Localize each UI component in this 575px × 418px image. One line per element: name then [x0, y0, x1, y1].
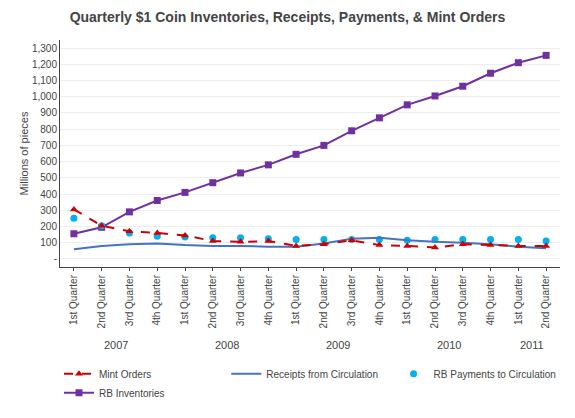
- svg-text:3rd Quarter: 3rd Quarter: [235, 274, 246, 326]
- svg-text:2010: 2010: [437, 339, 461, 351]
- svg-text:2nd Quarter: 2nd Quarter: [318, 274, 329, 328]
- svg-text:300: 300: [40, 205, 57, 216]
- svg-text:800: 800: [40, 124, 57, 135]
- svg-text:1,000: 1,000: [32, 91, 57, 102]
- svg-text:3rd Quarter: 3rd Quarter: [346, 274, 357, 326]
- svg-text:-: -: [54, 253, 57, 264]
- svg-text:100: 100: [40, 237, 57, 248]
- svg-text:RB Inventories: RB Inventories: [99, 388, 165, 399]
- svg-text:Receipts from Circulation: Receipts from Circulation: [266, 369, 378, 380]
- svg-text:500: 500: [40, 172, 57, 183]
- svg-text:2nd Quarter: 2nd Quarter: [429, 274, 440, 328]
- svg-text:1,100: 1,100: [32, 75, 57, 86]
- svg-text:4th Quarter: 4th Quarter: [151, 274, 162, 325]
- svg-text:4th Quarter: 4th Quarter: [263, 274, 274, 325]
- svg-text:200: 200: [40, 221, 57, 232]
- svg-text:Millions of pieces: Millions of pieces: [18, 111, 30, 195]
- svg-text:4th Quarter: 4th Quarter: [374, 274, 385, 325]
- svg-text:900: 900: [40, 107, 57, 118]
- svg-text:RB Payments to Circulation: RB Payments to Circulation: [434, 369, 556, 380]
- svg-text:2008: 2008: [215, 339, 239, 351]
- svg-text:3rd Quarter: 3rd Quarter: [457, 274, 468, 326]
- svg-text:2nd Quarter: 2nd Quarter: [96, 274, 107, 328]
- svg-text:Quarterly $1 Coin Inventories,: Quarterly $1 Coin Inventories, Receipts,…: [70, 9, 506, 25]
- svg-text:Mint Orders: Mint Orders: [99, 369, 151, 380]
- svg-text:1,300: 1,300: [32, 43, 57, 54]
- svg-text:2007: 2007: [104, 339, 128, 351]
- svg-text:600: 600: [40, 156, 57, 167]
- svg-text:1,200: 1,200: [32, 59, 57, 70]
- svg-text:700: 700: [40, 140, 57, 151]
- svg-text:1st Quarter: 1st Quarter: [68, 274, 79, 325]
- svg-text:3rd Quarter: 3rd Quarter: [124, 274, 135, 326]
- svg-text:1st Quarter: 1st Quarter: [513, 274, 524, 325]
- svg-text:1st Quarter: 1st Quarter: [179, 274, 190, 325]
- svg-text:2009: 2009: [326, 339, 350, 351]
- svg-text:2nd Quarter: 2nd Quarter: [207, 274, 218, 328]
- svg-text:1st Quarter: 1st Quarter: [290, 274, 301, 325]
- svg-text:4th Quarter: 4th Quarter: [485, 274, 496, 325]
- svg-text:2011: 2011: [520, 339, 544, 351]
- svg-text:2nd Quarter: 2nd Quarter: [540, 274, 551, 328]
- svg-text:1st Quarter: 1st Quarter: [401, 274, 412, 325]
- svg-text:400: 400: [40, 189, 57, 200]
